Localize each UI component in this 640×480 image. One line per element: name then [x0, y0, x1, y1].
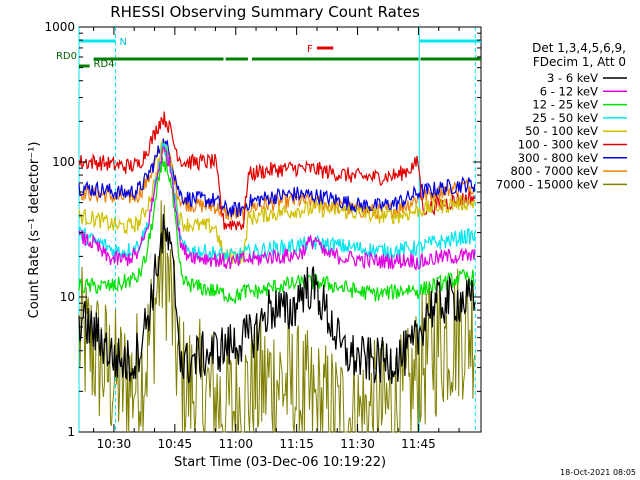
x-tick-label-5: 11:45: [401, 437, 436, 451]
legend-label-6: 300 - 800 keV: [518, 151, 598, 165]
series-line-300-800-kev: [78, 138, 476, 218]
legend-label-2: 12 - 25 keV: [532, 98, 598, 112]
legend-label-7: 800 - 7000 keV: [510, 164, 598, 178]
x-tick-label-0: 10:30: [97, 437, 132, 451]
series-line-12-25-kev: [78, 156, 476, 304]
legend-label-0: 3 - 6 keV: [547, 71, 598, 85]
x-axis-label: Start Time (03-Dec-06 10:19:22): [174, 455, 386, 470]
generated-timestamp: 18-Oct-2021 08:05: [560, 468, 636, 477]
x-tick-label-1: 10:45: [158, 437, 193, 451]
info-line-1: Det 1,3,4,5,6,9,: [532, 41, 626, 55]
chart-title: RHESSI Observing Summary Count Rates: [110, 3, 420, 21]
y-axis: 1 10 100 1000: [44, 20, 481, 439]
series-line-100-300-kev: [78, 111, 476, 231]
flag-bars: N RD0 RD4 F: [56, 37, 481, 70]
x-tick-label-3: 11:15: [279, 437, 314, 451]
x-tick-label-4: 11:30: [340, 437, 375, 451]
legend-label-1: 6 - 12 keV: [540, 84, 598, 98]
info-line-2: FDecim 1, Att 0: [533, 55, 626, 69]
legend-label-4: 50 - 100 keV: [525, 124, 598, 138]
flag-label-n: N: [120, 37, 127, 48]
flag-label-rd4: RD4: [94, 59, 115, 70]
y-tick-label-2: 100: [52, 155, 75, 169]
series-line-25-50-kev: [78, 142, 476, 263]
series-line-50-100-kev: [78, 139, 476, 265]
legend-label-3: 25 - 50 keV: [532, 111, 598, 125]
y-tick-label-1: 10: [60, 290, 75, 304]
legend-label-8: 7000 - 15000 keV: [496, 177, 598, 191]
flag-label-f: F: [307, 44, 313, 55]
series-lines: [78, 111, 476, 434]
series-line-7000-15000-kev: [78, 200, 476, 434]
y-tick-label-3: 1000: [44, 20, 75, 34]
legend-label-5: 100 - 300 keV: [518, 138, 598, 152]
x-tick-label-2: 11:00: [218, 437, 253, 451]
flag-label-rd0: RD0: [56, 51, 77, 62]
y-tick-label-0: 1: [67, 425, 75, 439]
x-axis: 10:30 10:45 11:00 11:15 11:30 11:45: [93, 27, 460, 451]
series-line-3-6-kev: [78, 214, 476, 384]
y-axis-label: Count Rate (s⁻¹ detector⁻¹): [27, 142, 42, 319]
series-line-6-12-kev: [78, 145, 476, 271]
